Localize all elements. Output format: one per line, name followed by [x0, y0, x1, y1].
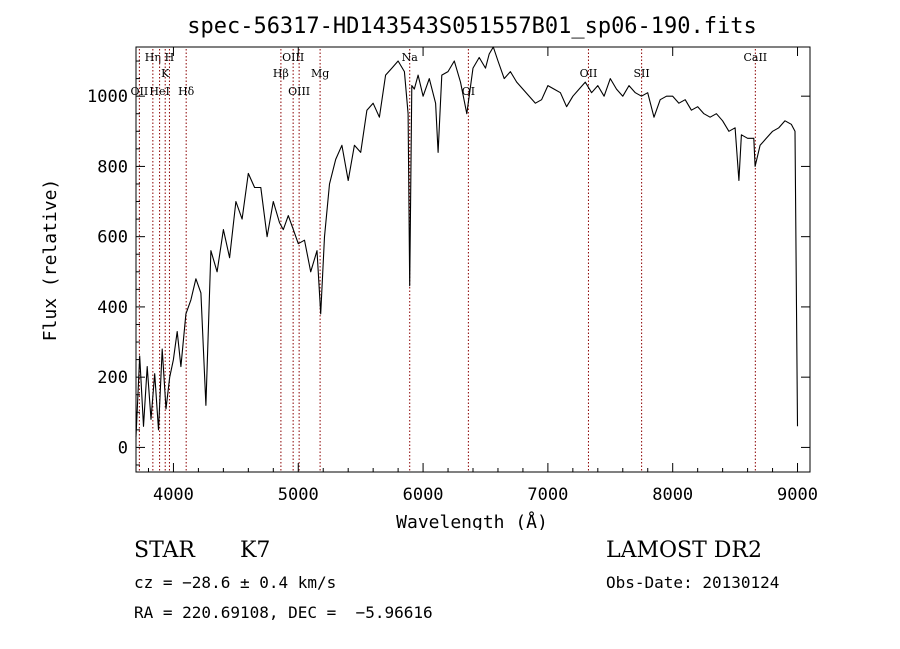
y-tick-label-0: 0: [118, 438, 128, 458]
line-label-4: H: [165, 51, 175, 64]
x-tick-label-5000: 5000: [278, 485, 319, 505]
x-tick-label-8000: 8000: [652, 485, 693, 505]
line-label-2: HeI: [149, 85, 169, 98]
observation-date: Obs-Date: 20130124: [606, 573, 780, 592]
x-tick-label-4000: 4000: [153, 485, 194, 505]
line-label-6: Hβ: [273, 67, 289, 80]
chart-title: spec-56317-HD143543S051557B01_sp06-190.f…: [187, 14, 757, 39]
y-tick-label-800: 800: [97, 157, 128, 177]
line-label-5: Hδ: [178, 85, 195, 98]
line-label-12: OII: [580, 67, 598, 80]
coordinates-readout: RA = 220.69108, DEC = −5.96616: [134, 603, 433, 622]
y-axis-label: Flux (relative): [40, 179, 61, 342]
line-label-0: OII: [131, 85, 149, 98]
line-label-14: CaII: [743, 51, 767, 64]
spectrum-series: [135, 46, 799, 437]
survey-name: LAMOST DR2: [606, 538, 762, 563]
line-label-1: Hη: [145, 51, 161, 64]
spectrum-chart: spec-56317-HD143543S051557B01_sp06-190.f…: [40, 14, 818, 530]
line-label-13: SII: [634, 67, 650, 80]
line-label-7: OIII: [282, 51, 304, 64]
line-label-3: K: [161, 67, 170, 80]
axis-ticks: 4000 5000 6000 7000 8000 9000 0 200 400 600 800 100…: [87, 47, 818, 505]
y-tick-label-600: 600: [97, 228, 128, 248]
y-tick-label-200: 200: [97, 368, 128, 388]
x-tick-label-9000: 9000: [777, 485, 818, 505]
object-class: STAR: [134, 538, 195, 563]
line-label-9: Mg: [311, 67, 329, 80]
x-axis-label: Wavelength (Å): [396, 511, 548, 530]
redshift-readout: cz = −28.6 ± 0.4 km/s: [134, 573, 337, 592]
x-tick-label-6000: 6000: [403, 485, 444, 505]
plot-frame: [135, 46, 811, 473]
x-tick-label-7000: 7000: [527, 485, 568, 505]
spectrum-line-0: [135, 46, 799, 437]
y-tick-label-400: 400: [97, 298, 128, 318]
line-label-8: OIII: [288, 85, 310, 98]
line-label-11: OI: [462, 85, 475, 98]
y-tick-label-1000: 1000: [87, 87, 128, 107]
object-subclass: K7: [240, 538, 271, 563]
line-label-10: Na: [402, 51, 419, 64]
